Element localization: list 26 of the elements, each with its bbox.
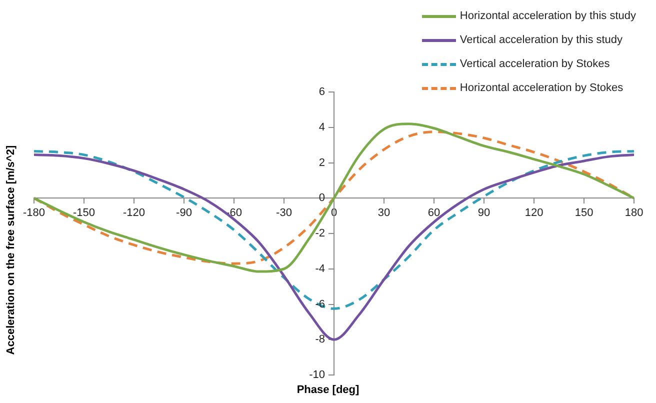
x-tick-label: 180 (624, 206, 644, 219)
x-axis-title: Phase [deg] (296, 384, 360, 396)
legend-label: Horizontal acceleration by this study (460, 10, 636, 22)
x-tick-label: 60 (428, 206, 440, 219)
y-tick-label: -10 (309, 369, 325, 382)
y-tick-label: -8 (315, 334, 325, 346)
legend-label: Vertical acceleration by this study (460, 34, 623, 46)
x-tick-label: 30 (378, 206, 390, 219)
x-tick-label: 120 (524, 206, 544, 219)
y-tick-label: -4 (315, 262, 325, 275)
x-tick-label: -90 (176, 206, 192, 219)
y-tick-label: 6 (318, 86, 325, 98)
legend-label: Horizontal acceleration by Stokes (460, 82, 624, 94)
x-tick-label: -180 (22, 206, 46, 219)
y-tick-label: -2 (315, 228, 325, 240)
y-tick-label: 4 (318, 121, 325, 134)
x-tick-label: -60 (226, 206, 242, 219)
x-tick-label: 90 (478, 206, 490, 219)
y-axis-title: Acceleration on the free surface [m/s^2] (5, 145, 17, 355)
y-tick-label: 0 (318, 192, 325, 204)
legend-label: Vertical acceleration by Stokes (460, 58, 610, 70)
x-tick-label: 150 (574, 206, 594, 219)
x-tick-label: -30 (276, 206, 292, 219)
x-tick-label: -120 (122, 206, 146, 219)
y-tick-label: 2 (318, 156, 325, 169)
x-tick-label: -150 (72, 206, 96, 219)
